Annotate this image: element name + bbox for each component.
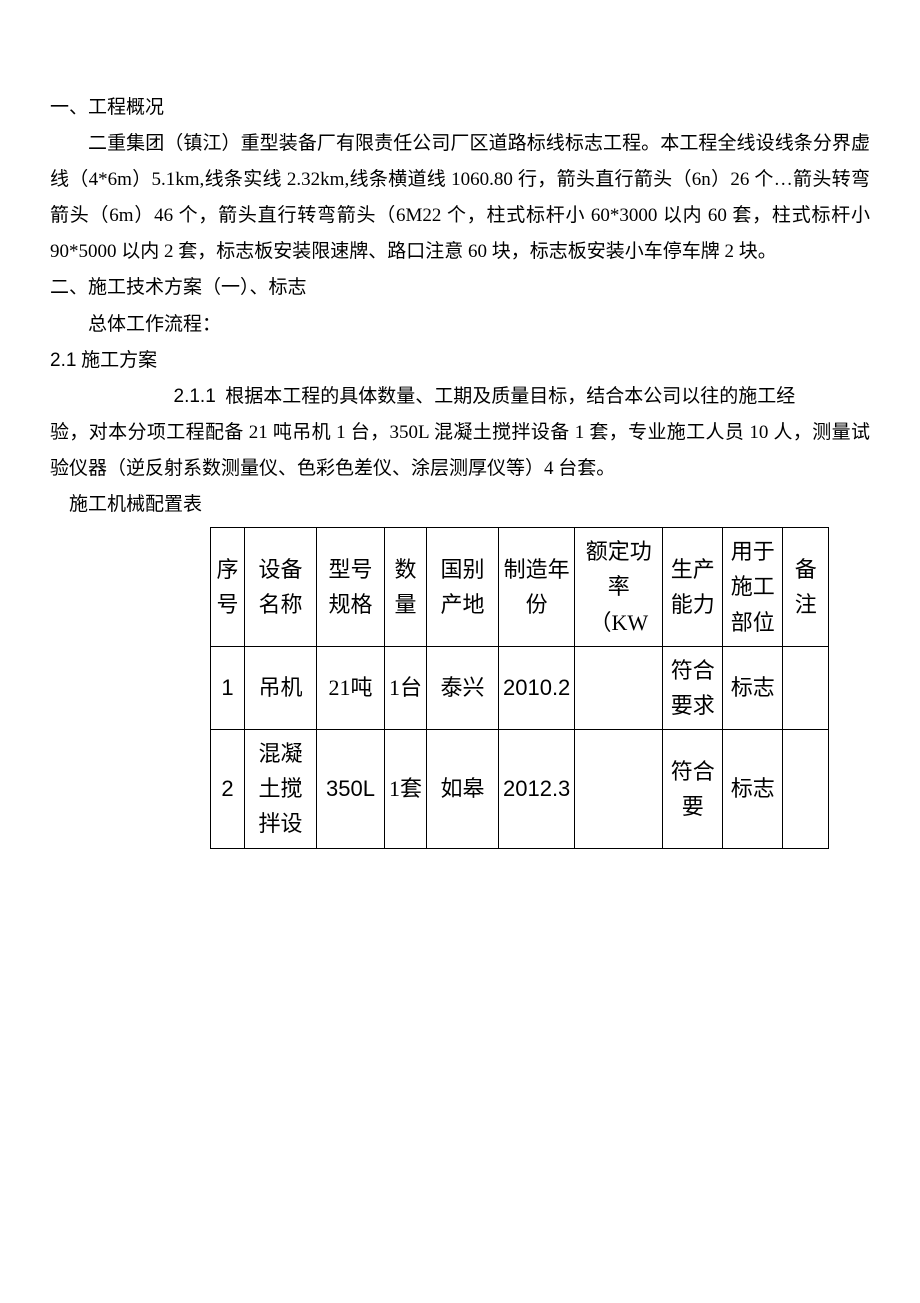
sub-heading-211: 2.1.1 根据本工程的具体数量、工期及质量目标，结合本公司以往的施工经 (50, 379, 870, 415)
plan-number: 2.1 (50, 350, 76, 371)
cell-year: 2012.3 (499, 730, 575, 849)
sub-number: 2.1.1 (174, 386, 216, 407)
cell-seq: 1 (211, 646, 245, 729)
table-header-row: 序号 设备名称 型号 规格 数量 国别 产地 制造年份 额定功率（KW 生产 能… (211, 528, 829, 647)
cell-power (575, 730, 663, 849)
cell-model: 21吨 (317, 646, 385, 729)
table-row: 2 混凝土搅拌设 350L 1套 如皋 2012.3 符合要 标志 (211, 730, 829, 849)
section-1-heading: 一、工程概况 (50, 90, 870, 126)
cell-origin: 泰兴 (427, 646, 499, 729)
plan-label: 施工方案 (76, 350, 157, 371)
cell-qty: 1套 (385, 730, 427, 849)
cell-name: 混凝土搅拌设 (245, 730, 317, 849)
cell-remark (783, 730, 829, 849)
th-capacity: 生产 能力 (663, 528, 723, 647)
section-2-heading: 二、施工技术方案（一）、标志 (50, 270, 870, 306)
cell-remark (783, 646, 829, 729)
continuation-paragraph: 验，对本分项工程配备 21 吨吊机 1 台，350L 混凝土搅拌设备 1 套，专… (50, 415, 870, 487)
th-name: 设备名称 (245, 528, 317, 647)
th-remark: 备注 (783, 528, 829, 647)
plan-heading: 2.1 施工方案 (50, 343, 870, 379)
table-caption: 施工机械配置表 (50, 487, 870, 523)
th-qty: 数量 (385, 528, 427, 647)
th-use: 用于施工部位 (723, 528, 783, 647)
th-year: 制造年份 (499, 528, 575, 647)
cell-model: 350L (317, 730, 385, 849)
cell-use: 标志 (723, 730, 783, 849)
cell-origin: 如皋 (427, 730, 499, 849)
cell-seq: 2 (211, 730, 245, 849)
cell-year: 2010.2 (499, 646, 575, 729)
equipment-table: 序号 设备名称 型号 规格 数量 国别 产地 制造年份 额定功率（KW 生产 能… (210, 527, 829, 849)
th-origin: 国别 产地 (427, 528, 499, 647)
th-model: 型号 规格 (317, 528, 385, 647)
cell-name: 吊机 (245, 646, 317, 729)
table-row: 1 吊机 21吨 1台 泰兴 2010.2 符合要求 标志 (211, 646, 829, 729)
workflow-label: 总体工作流程： (50, 307, 870, 343)
th-seq: 序号 (211, 528, 245, 647)
section-1-paragraph: 二重集团（镇江）重型装备厂有限责任公司厂区道路标线标志工程。本工程全线设线条分界… (50, 126, 870, 270)
cell-use: 标志 (723, 646, 783, 729)
cell-capacity: 符合要求 (663, 646, 723, 729)
th-power: 额定功率（KW (575, 528, 663, 647)
cell-power (575, 646, 663, 729)
cell-qty: 1台 (385, 646, 427, 729)
cell-capacity: 符合要 (663, 730, 723, 849)
sub-text: 根据本工程的具体数量、工期及质量目标，结合本公司以往的施工经 (225, 386, 795, 407)
